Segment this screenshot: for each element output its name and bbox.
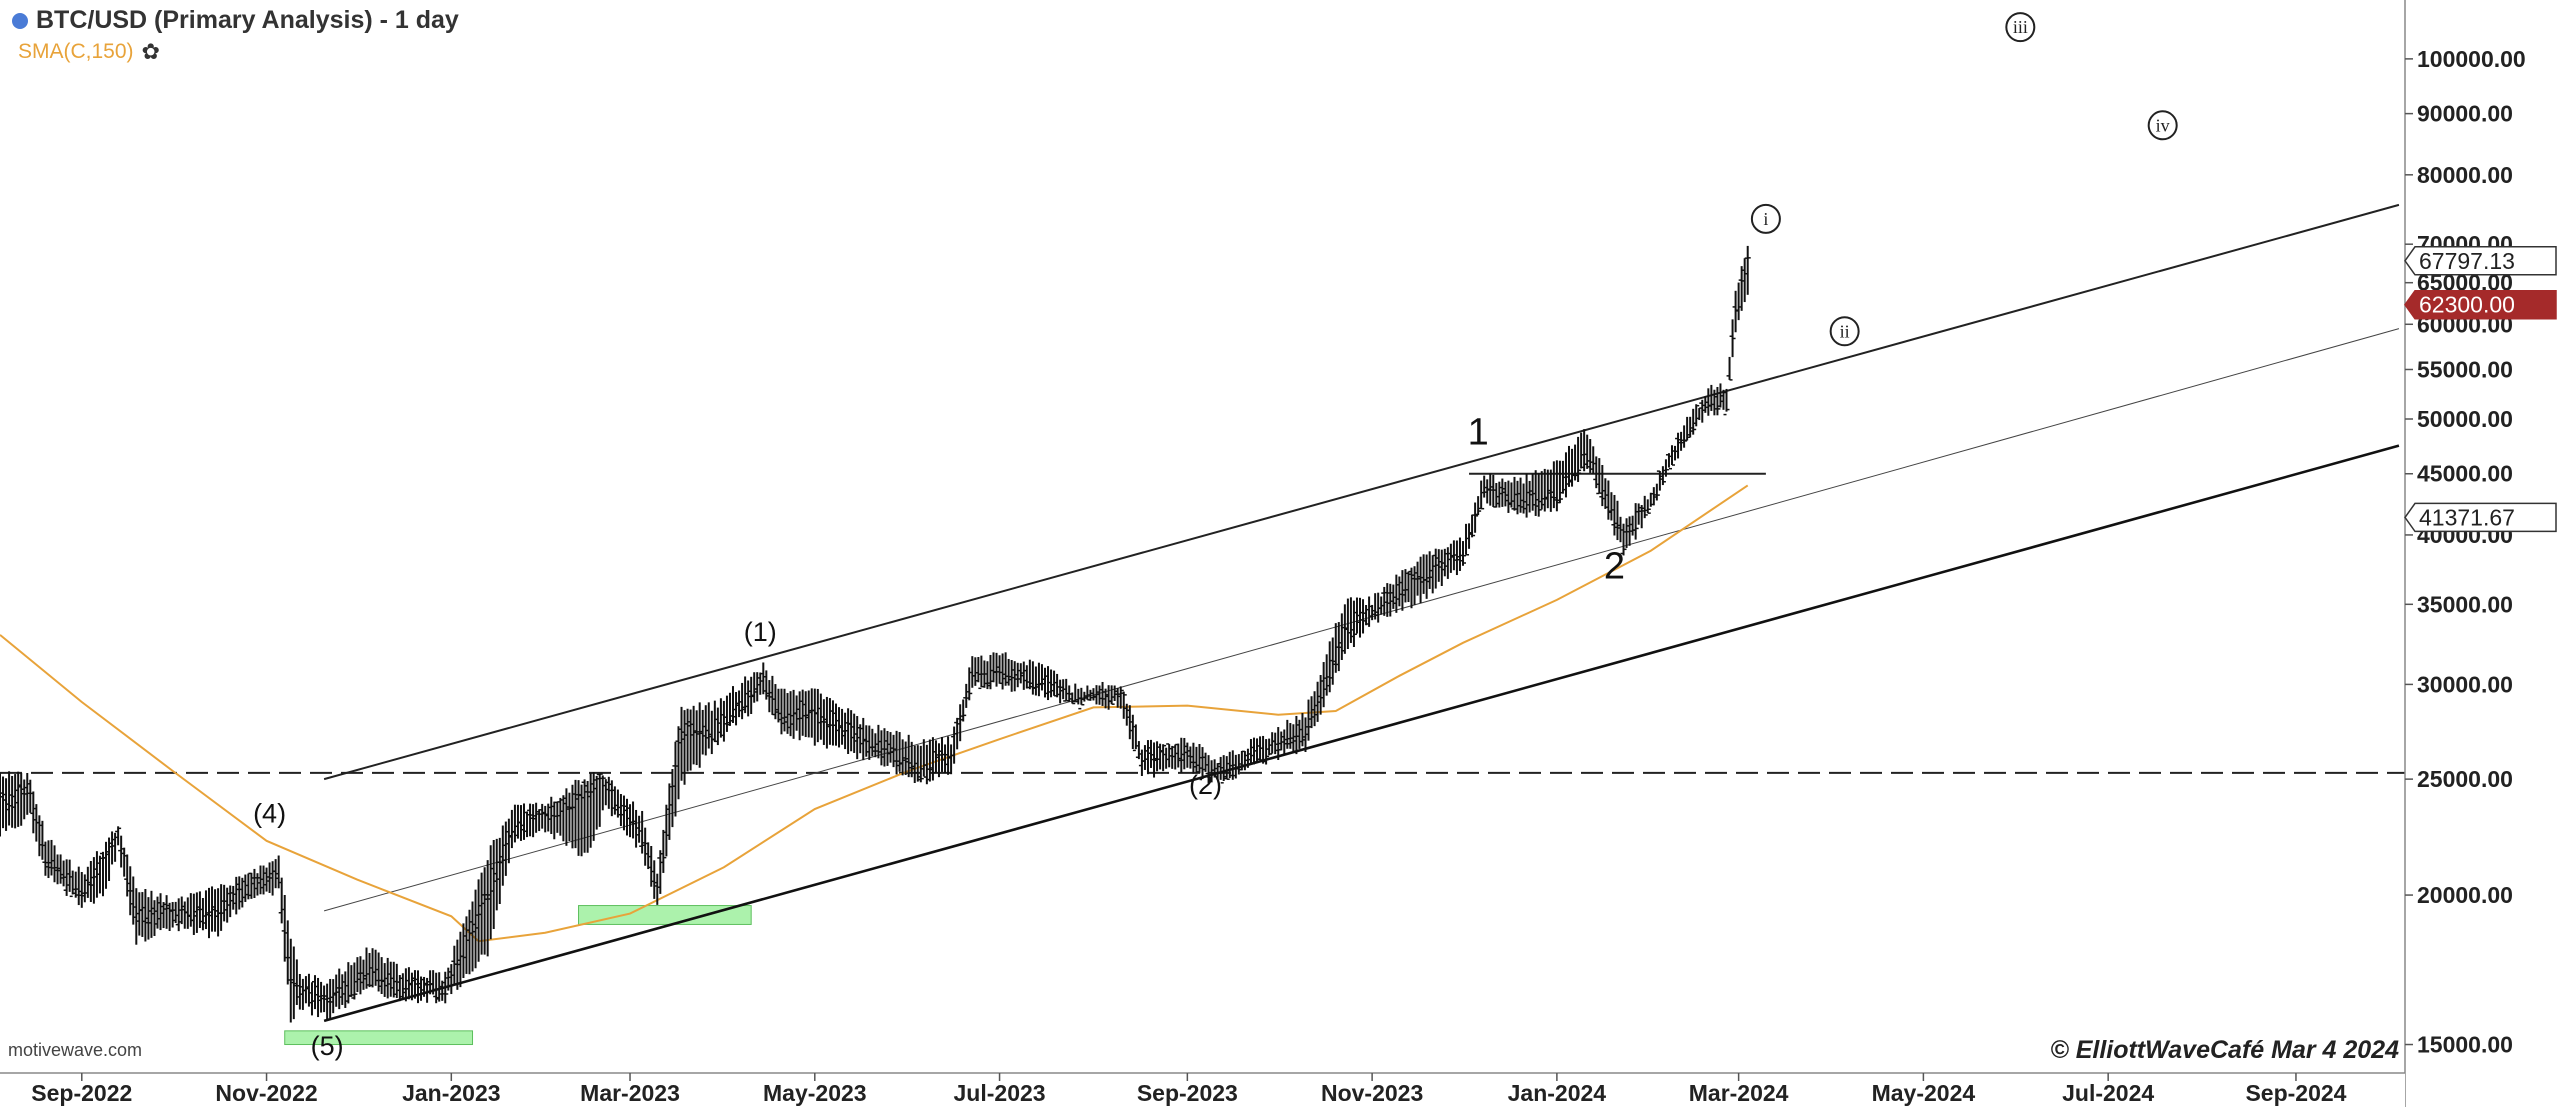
y-tick-label: 20000.00 [2417,882,2513,908]
x-tick-label: Jan-2024 [1508,1080,1607,1106]
x-tick-label: Sep-2022 [31,1080,132,1106]
symbol-dot-icon[interactable] [12,12,28,29]
sma-layer [0,484,1749,943]
x-tick-label: May-2024 [1872,1080,1976,1106]
y-tick-label: 15000.00 [2417,1032,2513,1058]
wave-circle-mark [1829,316,1860,347]
y-tick-label: 55000.00 [2417,356,2513,382]
wave-circle-mark [1750,203,1781,234]
wave-label: 2 [1604,545,1625,587]
x-tick-label: Nov-2023 [1321,1080,1423,1106]
x-tick-label: Jan-2023 [402,1080,500,1106]
channel-trend-line [323,444,2400,1023]
watermark: motivewave.com [8,1040,143,1060]
highlight-box [578,905,752,925]
price-bars-layer [0,245,1751,1023]
y-tick-label: 35000.00 [2417,591,2513,617]
y-tick-label: 25000.00 [2417,766,2513,792]
chart-title: BTC/USD (Primary Analysis) - 1 day [36,6,459,34]
price-marker-box [2404,246,2557,276]
y-tick-label: 90000.00 [2417,101,2513,127]
x-tick-label: Mar-2024 [1689,1080,1789,1106]
price-marker-label: 41371.67 [2419,504,2515,530]
wave-circle-mark [2147,110,2178,141]
channel-trend-line [323,203,2400,781]
x-tick-label: Mar-2023 [580,1080,680,1106]
wave-label-minor: ii [1840,321,1850,341]
price-axis-panel [2405,0,2559,1107]
x-tick-label: Nov-2022 [215,1080,317,1106]
indicator-legend: SMA(C,150) ✿ [18,40,160,64]
wave-label: (1) [744,617,777,647]
wave-label: 1 [1468,412,1489,454]
price-marker-label: 62300.00 [2419,292,2515,318]
x-tick-label: Sep-2024 [2245,1080,2346,1106]
wave-label: (2) [1189,770,1222,800]
x-tick-label: Jul-2024 [2062,1080,2154,1106]
y-tick-label: 45000.00 [2417,461,2513,487]
wave-label: (5) [311,1031,344,1061]
gear-icon[interactable]: ✿ [141,39,160,64]
chart-title-bar: BTC/USD (Primary Analysis) - 1 day [12,6,459,35]
wave-label: (4) [253,798,286,828]
copyright-note: © ElliottWaveCafé Mar 4 2024 [2050,1036,2399,1064]
x-tick-label: Sep-2023 [1137,1080,1238,1106]
sma-legend-label[interactable]: SMA(C,150) [18,40,134,63]
price-marker-box [2404,502,2557,533]
price-marker-box [2404,289,2557,320]
x-tick-label: May-2023 [763,1080,867,1106]
wave-label-minor: iii [2013,17,2028,37]
sma-150-line [0,484,1749,943]
y-tick-label: 30000.00 [2417,671,2513,697]
wave-circle-mark [2005,12,2036,43]
y-tick-label: 50000.00 [2417,406,2513,432]
highlight-box [284,1030,474,1046]
x-tick-label: Jul-2023 [954,1080,1046,1106]
y-tick-label: 100000.00 [2417,46,2526,72]
time-axis-panel [0,1073,2405,1107]
wave-label-minor: iv [2156,115,2170,135]
price-marker-label: 67797.13 [2419,248,2515,274]
y-tick-label: 80000.00 [2417,162,2513,188]
wave-label-minor: i [1763,209,1768,229]
